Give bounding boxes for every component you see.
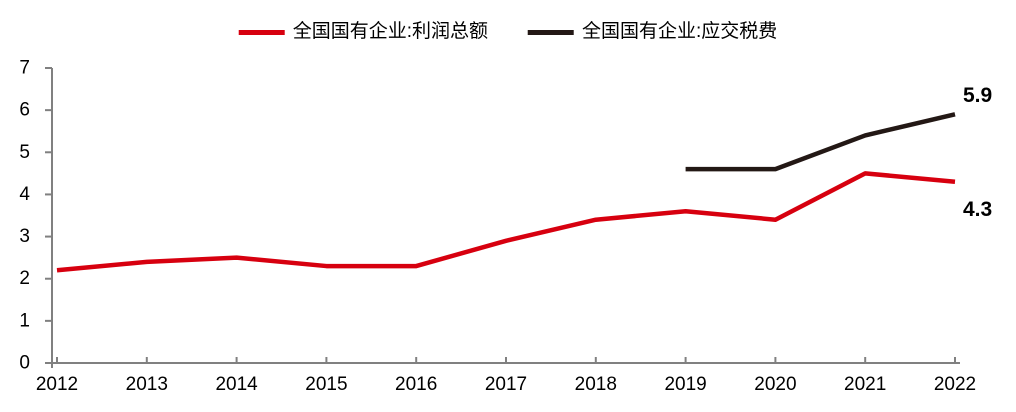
end-label-profit: 4.3: [963, 197, 993, 221]
x-tick-label: 2013: [126, 374, 168, 395]
x-tick-label: 2017: [485, 374, 527, 395]
y-tick-label: 2: [19, 268, 30, 289]
taxes-line: [685, 112, 956, 172]
legend-item-taxes: 全国国有企业:应交税费: [528, 21, 778, 43]
y-tick-label: 7: [19, 58, 30, 79]
chart-legend: 全国国有企业:利润总额 全国国有企业:应交税费: [238, 21, 778, 43]
legend-label-profit: 全国国有企业:利润总额: [292, 21, 488, 42]
x-tick-label: 2022: [934, 374, 976, 395]
profit-line: [56, 171, 956, 273]
y-tick-label: 1: [19, 310, 30, 331]
legend-line-red-icon: [238, 29, 285, 35]
legend-item-profit: 全国国有企业:利润总额: [238, 21, 488, 43]
x-tick-label: 2021: [844, 374, 886, 395]
legend-label-taxes: 全国国有企业:应交税费: [582, 21, 778, 42]
end-label-taxes: 5.9: [963, 84, 993, 108]
x-tick-label: 2014: [215, 374, 258, 395]
y-tick-label: 5: [19, 142, 30, 163]
y-tick-label: 3: [19, 226, 30, 247]
x-tick-label: 2019: [664, 374, 706, 395]
y-tick-label: 4: [19, 184, 30, 205]
x-tick-label: 2015: [305, 374, 347, 395]
y-tick-label: 6: [19, 100, 30, 121]
legend-line-black-icon: [528, 29, 574, 35]
x-tick-label: 2020: [754, 374, 796, 395]
x-tick-label: 2018: [575, 374, 617, 395]
y-tick-label: 0: [19, 353, 30, 374]
x-tick-label: 2016: [395, 374, 437, 395]
x-tick-label: 2012: [36, 374, 78, 395]
